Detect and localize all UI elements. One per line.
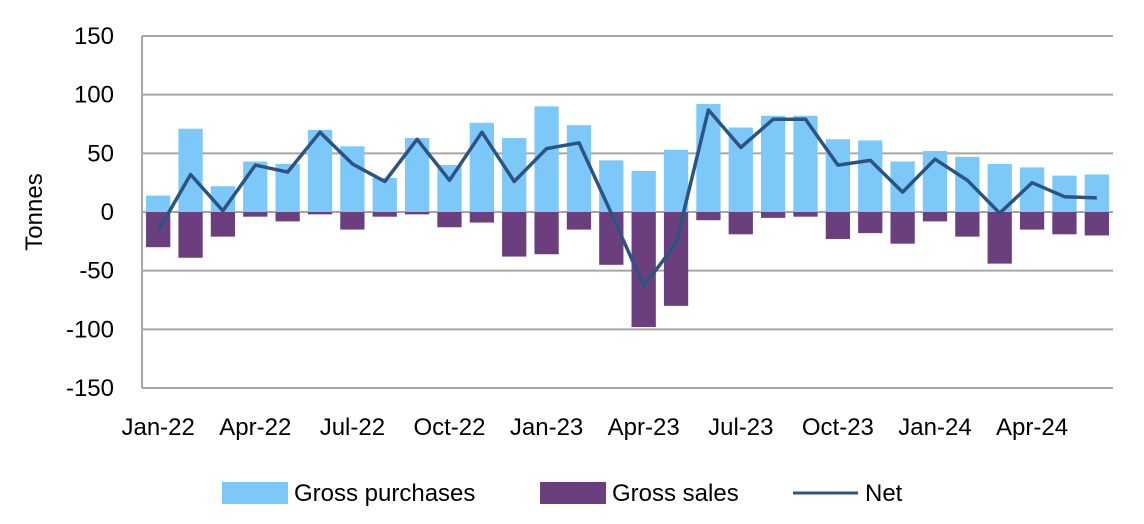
- gross-purchases-bar: [566, 125, 592, 212]
- gross-sales-bar: [1052, 212, 1077, 235]
- gross-purchases-bar: [599, 160, 624, 212]
- x-tick-label: Oct-22: [413, 414, 485, 441]
- gross-sales-bar: [275, 212, 300, 222]
- gross-purchases-bars: [146, 104, 1109, 212]
- gross-sales-bar: [825, 212, 851, 239]
- gross-sales-bar: [1084, 212, 1109, 236]
- gross-sales-bar: [890, 212, 915, 244]
- gross-sales-bars: [146, 212, 1109, 327]
- x-tick-label: Jan-22: [121, 414, 194, 441]
- gross-purchases-bar: [761, 115, 786, 212]
- y-axis-title: Tonnes: [21, 173, 48, 250]
- gross-sales-bar: [502, 212, 527, 257]
- gross-sales-bar: [599, 212, 624, 265]
- gross-sales-bar: [469, 212, 494, 223]
- gross-sales-bar: [566, 212, 592, 230]
- gross-purchases-bar: [858, 140, 883, 212]
- gross-purchases-bar: [437, 165, 462, 212]
- gross-purchases-bar: [372, 177, 397, 212]
- legend-label-net: Net: [865, 480, 903, 507]
- gross-sales-bar: [307, 212, 333, 215]
- x-tick-label: Jul-22: [320, 414, 385, 441]
- y-tick-label: -50: [79, 258, 114, 285]
- gross-sales-bar: [437, 212, 462, 228]
- gross-sales-bar: [210, 212, 236, 237]
- gross-purchases-bar: [696, 104, 721, 212]
- gross-sales-bar: [858, 212, 883, 234]
- gross-sales-bar: [987, 212, 1012, 264]
- y-tick-label: 0: [101, 199, 114, 226]
- gross-sales-bar: [922, 212, 948, 222]
- gross-purchases-bar: [631, 170, 656, 212]
- x-tick-label: Apr-23: [608, 414, 680, 441]
- legend-label-gross-purchases: Gross purchases: [294, 480, 475, 507]
- gross-sales-bar: [178, 212, 203, 258]
- y-tick-label: 100: [74, 82, 114, 109]
- legend-swatch-gross-sales: [540, 482, 606, 504]
- y-tick-label: -150: [66, 375, 114, 402]
- x-tick-label: Apr-22: [219, 414, 291, 441]
- gross-sales-bar: [793, 212, 818, 217]
- gross-purchases-bar: [469, 122, 494, 212]
- gross-purchases-bar: [243, 161, 268, 212]
- gross-purchases-bar: [890, 161, 915, 212]
- legend-swatch-gross-purchases: [222, 482, 288, 504]
- gross-sales-bar: [1019, 212, 1045, 230]
- y-tick-label: 50: [87, 140, 114, 167]
- gross-purchases-bar: [178, 128, 203, 212]
- net-line: [156, 108, 1097, 288]
- gross-purchases-bar: [1084, 174, 1109, 212]
- x-tick-labels: Jan-22 Apr-22 Jul-22 Oct-22 Jan-23 Apr-23 Jul-…: [121, 414, 1068, 441]
- x-tick-label: Jul-23: [708, 414, 773, 441]
- gross-sales-bar: [663, 212, 689, 306]
- legend-label-gross-sales: Gross sales: [612, 480, 739, 507]
- x-tick-label: Apr-24: [996, 414, 1068, 441]
- x-tick-label: Oct-23: [802, 414, 874, 441]
- gross-sales-bar: [404, 212, 430, 215]
- legend: Gross purchases Gross sales Net: [222, 480, 903, 507]
- gross-sales-bar: [728, 212, 753, 235]
- net-series: [156, 108, 1097, 288]
- gross-sales-bar: [534, 212, 559, 255]
- y-tick-label: 150: [74, 23, 114, 50]
- gross-sales-bar: [761, 212, 786, 218]
- x-tick-label: Jan-24: [898, 414, 971, 441]
- gross-sales-bar: [955, 212, 980, 237]
- gross-sales-bar: [340, 212, 365, 230]
- y-tick-labels: 150 100 50 0 -50 -100 -150: [66, 23, 114, 402]
- gross-sales-bar: [243, 212, 268, 217]
- gross-purchases-bar: [146, 195, 171, 212]
- gross-purchases-bar: [663, 149, 689, 212]
- gross-sales-bar: [372, 212, 397, 217]
- gross-sales-bar: [696, 212, 721, 221]
- gross-purchases-bar: [955, 156, 980, 212]
- y-tick-label: -100: [66, 316, 114, 343]
- x-tick-label: Jan-23: [510, 414, 583, 441]
